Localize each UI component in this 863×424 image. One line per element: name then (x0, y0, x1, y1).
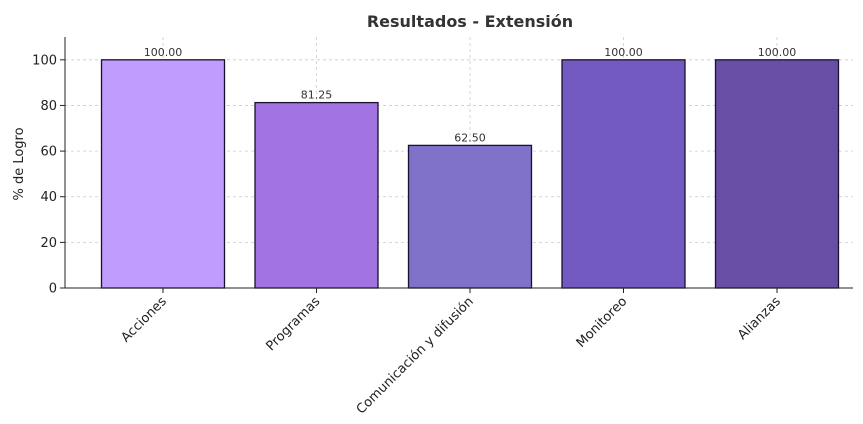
bar-monitoreo (561, 59, 686, 289)
data-label: 100.00 (604, 46, 643, 59)
data-label: 100.00 (144, 46, 183, 59)
bar-comunicaci-n-y-difusi-n (407, 144, 533, 289)
bars-layer (100, 59, 840, 289)
bar-programas (254, 101, 379, 289)
data-label: 100.00 (758, 46, 797, 59)
data-label: 62.50 (454, 131, 486, 144)
x-tick-label: Programas (264, 294, 324, 354)
y-axis-label: % de Logro (12, 127, 27, 200)
x-tick-label: Acciones (119, 294, 170, 345)
chart-title: Resultados - Extensión (367, 12, 573, 31)
axes-layer (60, 37, 853, 293)
bar-alianzas (714, 59, 840, 289)
y-tick-label: 20 (40, 236, 57, 251)
y-tick-label: 80 (40, 99, 57, 114)
bar-acciones (100, 59, 226, 289)
x-tick-label: Monitoreo (574, 294, 631, 351)
data-label: 81.25 (301, 89, 333, 102)
y-tick-label: 100 (32, 53, 57, 68)
y-tick-label: 0 (49, 282, 57, 297)
y-tick-label: 60 (40, 145, 57, 160)
x-tick-label: Alianzas (735, 294, 784, 343)
x-tick-label: Comunicación y difusión (354, 294, 477, 417)
y-tick-label: 40 (40, 190, 57, 205)
